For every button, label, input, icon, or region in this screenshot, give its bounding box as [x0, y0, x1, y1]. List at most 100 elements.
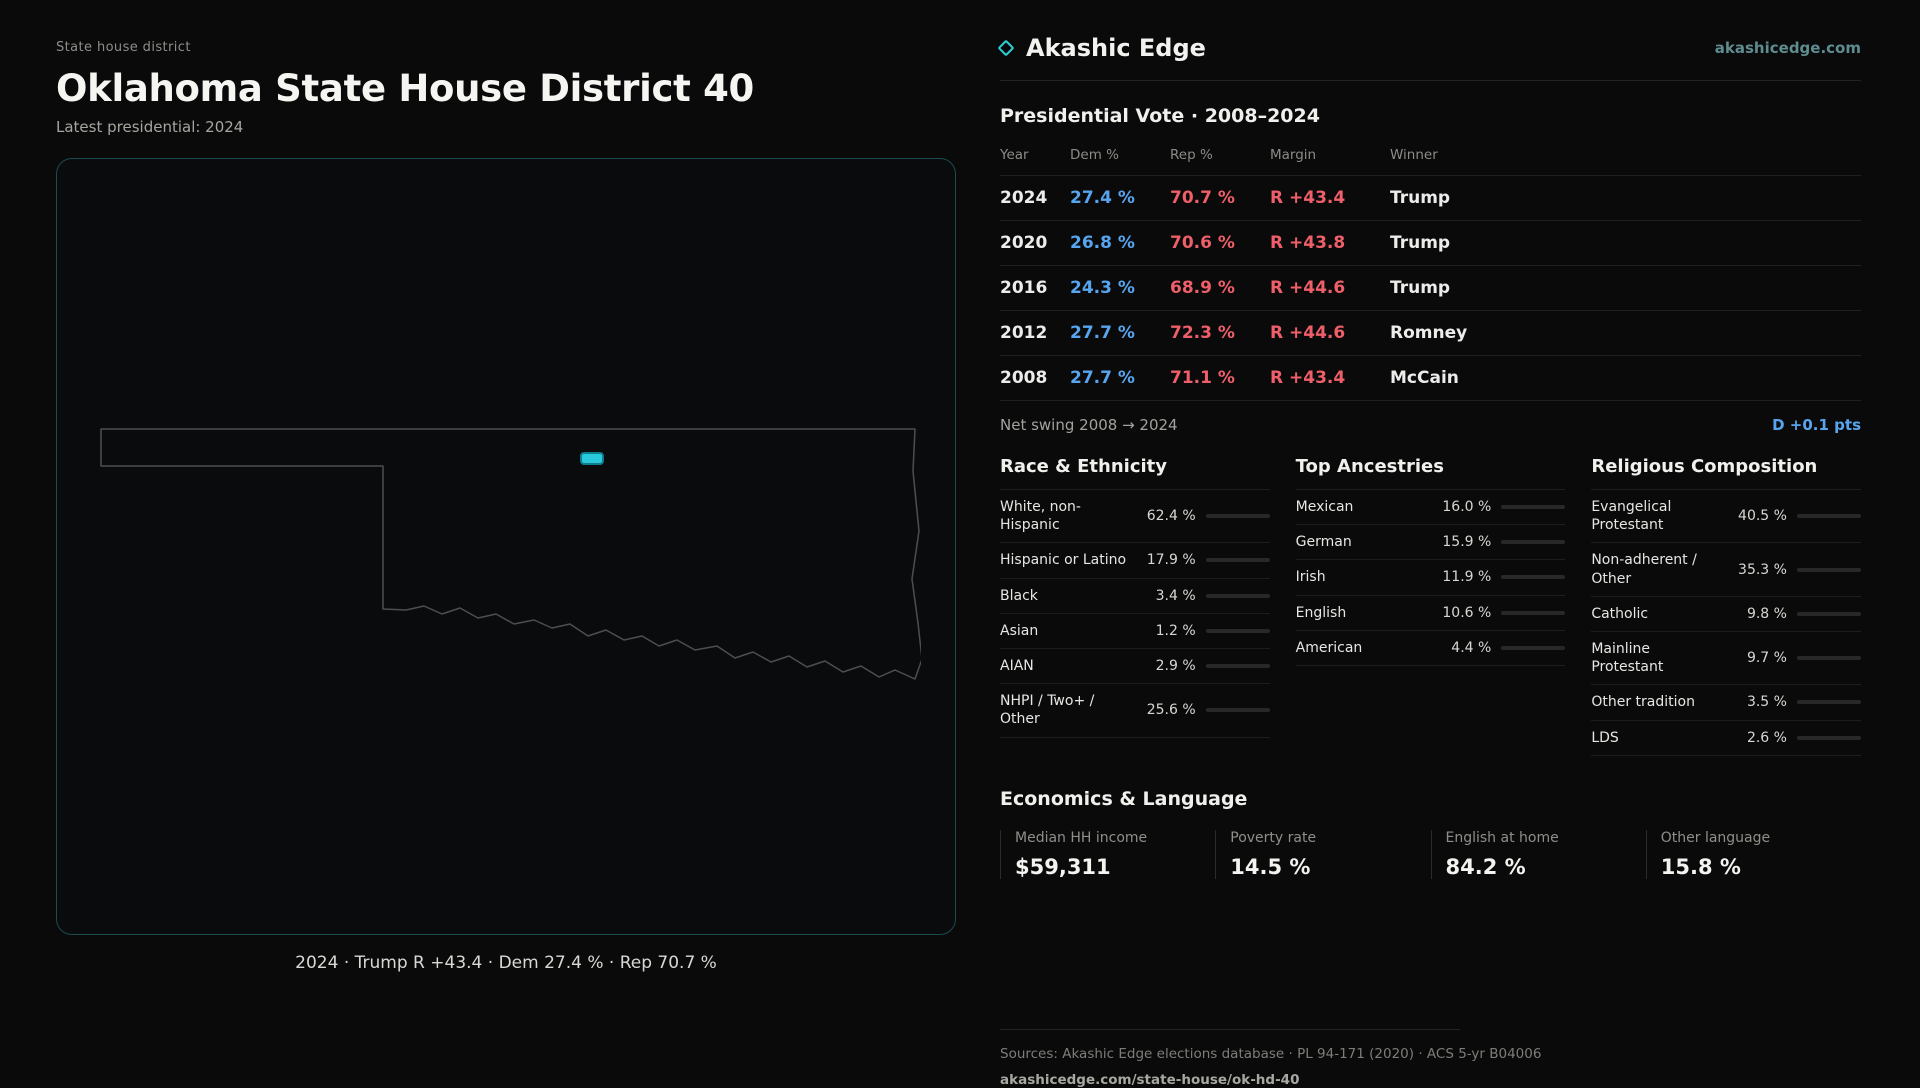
vote-col-margin: Margin	[1270, 147, 1317, 163]
demo-label: LDS	[1591, 729, 1619, 746]
vote-year-cell: 2020	[1000, 233, 1048, 253]
state-outline-map	[100, 428, 921, 680]
brand: Akashic Edge	[997, 34, 1206, 62]
district-type-label: State house district	[56, 40, 191, 55]
demo-bar	[1501, 645, 1566, 650]
demo-value: 62.4 %	[1146, 508, 1196, 525]
latest-presidential-label: Latest presidential: 2024	[56, 118, 244, 136]
demo-value: 40.5 %	[1738, 508, 1787, 525]
oklahoma-outline	[100, 428, 921, 680]
brand-diamond-icon	[997, 39, 1015, 57]
demo-value: 35.3 %	[1738, 561, 1787, 578]
demo-value: 10.6 %	[1442, 604, 1492, 621]
demo-label: Irish	[1295, 569, 1326, 586]
demo-bar	[1796, 514, 1861, 519]
demo-row: Non-adherent / Other 35.3 %	[1591, 543, 1861, 597]
demo-value: 4.4 %	[1451, 639, 1492, 656]
vote-dem-cell: 27.4 %	[1070, 188, 1135, 208]
demo-row: NHPI / Two+ / Other 25.6 %	[1000, 684, 1270, 738]
vote-row: 2020 26.8 % 70.6 % R +43.8 Trump	[1000, 221, 1861, 266]
demo-value: 16.0 %	[1442, 499, 1492, 516]
brand-site-link[interactable]: akashicedge.com	[1714, 39, 1861, 57]
demo-bar	[1501, 610, 1566, 615]
vote-rep-cell: 68.9 %	[1170, 278, 1235, 298]
demo-row: Hispanic or Latino 17.9 %	[1000, 543, 1270, 579]
demo-label: Mexican	[1295, 499, 1354, 515]
net-swing-row: Net swing 2008 → 2024 D +0.1 pts	[1000, 401, 1861, 440]
vote-margin-cell: R +44.6	[1270, 278, 1346, 298]
demo-bar	[1205, 514, 1270, 519]
district-marker	[580, 452, 604, 465]
demo-label: Black	[1000, 587, 1038, 604]
vote-rep-cell: 71.1 %	[1170, 368, 1235, 388]
demo-bar	[1205, 708, 1270, 713]
demo-value: 3.5 %	[1746, 694, 1787, 711]
demo-value: 11.9 %	[1442, 569, 1492, 586]
vote-rep-cell: 72.3 %	[1170, 323, 1235, 343]
demo-row: Other tradition 3.5 %	[1591, 685, 1861, 721]
vote-col-winner: Winner	[1390, 147, 1438, 163]
demo-row: English 10.6 %	[1295, 596, 1566, 631]
demo-bar	[1205, 558, 1270, 563]
demo-label: NHPI / Two+ / Other	[1000, 693, 1095, 728]
demo-value: 9.7 %	[1746, 650, 1787, 667]
demo-label: AIAN	[1000, 657, 1034, 674]
presidential-vote-title: Presidential Vote · 2008–2024	[1000, 105, 1320, 127]
district-overview-panel: State house district Oklahoma State Hous…	[56, 40, 956, 973]
vote-winner-cell: McCain	[1390, 368, 1459, 388]
demo-value: 2.9 %	[1155, 658, 1196, 675]
vote-col-rep: Rep %	[1170, 147, 1213, 163]
stat-block: Poverty rate 14.5 %	[1215, 829, 1430, 879]
vote-year-cell: 2016	[1000, 278, 1048, 298]
demo-bar	[1796, 735, 1861, 740]
race-ethnicity-section: Race & Ethnicity White, non-Hispanic 62.…	[1000, 456, 1270, 756]
vote-margin-cell: R +44.6	[1270, 323, 1346, 343]
demo-bar	[1501, 575, 1566, 580]
vote-col-year: Year	[1000, 147, 1029, 163]
vote-dem-cell: 24.3 %	[1070, 278, 1135, 298]
vote-margin-cell: R +43.8	[1270, 233, 1346, 253]
religious-composition-section: Religious Composition Evangelical Protes…	[1591, 456, 1861, 756]
stat-label: English at home	[1445, 829, 1559, 846]
vote-table-header: Year Dem % Rep % Margin Winner	[1000, 139, 1861, 176]
economics-title: Economics & Language	[1000, 787, 1248, 810]
stat-value: 14.5 %	[1230, 854, 1311, 879]
vote-row: 2008 27.7 % 71.1 % R +43.4 McCain	[1000, 356, 1861, 401]
demo-bar	[1501, 505, 1566, 510]
vote-row: 2024 27.4 % 70.7 % R +43.4 Trump	[1000, 176, 1861, 221]
demo-label: Other tradition	[1591, 694, 1695, 711]
top-ancestries-title: Top Ancestries	[1295, 456, 1444, 477]
brand-header: Akashic Edge akashicedge.com	[997, 34, 1861, 81]
stat-value: 15.8 %	[1660, 854, 1741, 879]
demo-label: Catholic	[1591, 605, 1649, 622]
demo-label: Asian	[1000, 622, 1039, 639]
vote-winner-cell: Romney	[1390, 323, 1468, 343]
stat-label: Median HH income	[1015, 829, 1148, 846]
demo-label: Hispanic or Latino	[1000, 552, 1127, 569]
district-map-card	[56, 158, 956, 935]
vote-year-cell: 2008	[1000, 368, 1048, 388]
stats-panel: Akashic Edge akashicedge.com Presidentia…	[997, 0, 1920, 1088]
vote-rep-cell: 70.6 %	[1170, 233, 1235, 253]
vote-dem-cell: 27.7 %	[1070, 368, 1135, 388]
religious-composition-title: Religious Composition	[1591, 456, 1818, 477]
vote-winner-cell: Trump	[1390, 278, 1451, 298]
vote-margin-cell: R +43.4	[1270, 368, 1346, 388]
demo-bar	[1796, 567, 1861, 572]
top-ancestries-section: Top Ancestries Mexican 16.0 % German 15.…	[1295, 456, 1566, 756]
vote-row: 2012 27.7 % 72.3 % R +44.6 Romney	[1000, 311, 1861, 356]
stat-label: Poverty rate	[1230, 829, 1317, 846]
race-ethnicity-rows: White, non-Hispanic 62.4 % Hispanic or L…	[1000, 489, 1270, 738]
vote-winner-cell: Trump	[1390, 188, 1451, 208]
demo-value: 17.9 %	[1146, 552, 1196, 569]
demo-row: Irish 11.9 %	[1295, 560, 1566, 596]
demo-bar	[1205, 593, 1270, 598]
demo-row: Black 3.4 %	[1000, 579, 1270, 614]
stat-block: English at home 84.2 %	[1430, 829, 1646, 879]
demo-bar	[1796, 656, 1861, 661]
vote-rep-cell: 70.7 %	[1170, 188, 1235, 208]
demo-row: American 4.4 %	[1295, 631, 1566, 666]
demo-value: 2.6 %	[1746, 729, 1787, 746]
net-swing-value: D +0.1 pts	[1772, 416, 1861, 434]
demo-value: 3.4 %	[1155, 587, 1196, 604]
